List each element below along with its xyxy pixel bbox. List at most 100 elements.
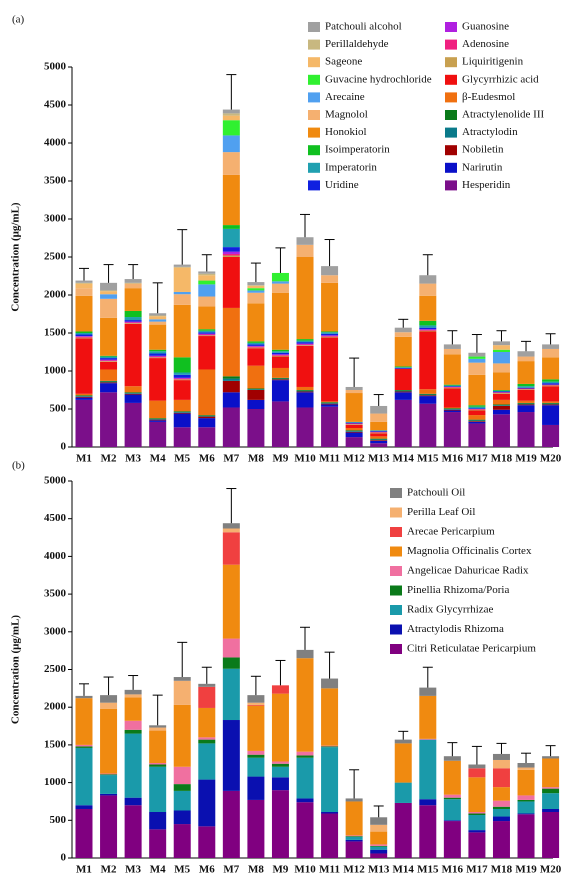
bar-segment <box>198 284 216 297</box>
bar-segment <box>124 392 142 394</box>
bar-segment <box>370 413 388 422</box>
bar-segment <box>296 237 314 245</box>
bar-segment <box>517 404 535 406</box>
bar-segment <box>173 412 191 413</box>
y-tick-label: 4000 <box>44 550 67 562</box>
bar-segment <box>296 391 314 393</box>
x-tick-label: M15 <box>417 453 439 465</box>
bar-segment <box>247 346 265 348</box>
bar-segment <box>124 320 142 322</box>
bar-segment <box>345 386 363 390</box>
bar-segment <box>271 685 289 694</box>
bar-segment <box>517 813 535 815</box>
bar-segment <box>222 720 240 791</box>
legend-label: β-Eudesmol <box>462 91 515 103</box>
bar-segment <box>492 404 510 406</box>
bar-segment <box>271 367 289 378</box>
bar-segment <box>100 291 118 295</box>
bar-segment <box>321 402 339 404</box>
y-axis-label: Concentration (μg/mL) <box>10 202 22 312</box>
bar-segment <box>443 387 461 389</box>
bar-segment <box>370 433 388 437</box>
bar-segment <box>124 733 142 798</box>
x-tick-label: M13 <box>368 864 390 876</box>
bar-segment <box>75 283 93 289</box>
x-tick-label: M8 <box>248 864 264 876</box>
bar-segment <box>75 336 93 338</box>
bar-segment <box>296 755 314 758</box>
bar-segment <box>198 416 216 419</box>
x-tick-label: M19 <box>515 453 537 465</box>
x-tick-label: M14 <box>393 453 415 465</box>
bar-segment <box>271 379 289 381</box>
bar-segment <box>321 336 339 337</box>
bar-segment <box>468 421 486 424</box>
bar-segment <box>542 812 560 858</box>
legend-swatch <box>308 22 320 32</box>
bar-segment <box>247 290 265 293</box>
legend-label: Patchouli Oil <box>407 487 465 499</box>
bar-segment <box>75 334 93 337</box>
bar-segment <box>542 403 560 405</box>
bar-segment <box>517 767 535 770</box>
bar-segment <box>492 768 510 788</box>
legend-label: Adenosine <box>462 38 509 50</box>
bar-segment <box>394 802 412 858</box>
bar-segment <box>542 793 560 809</box>
bar-segment <box>370 431 388 433</box>
bar-segment <box>517 389 535 390</box>
bar-segment <box>394 390 412 391</box>
x-tick-label: M7 <box>223 864 239 876</box>
bar-segment <box>394 336 412 367</box>
bar-segment <box>271 355 289 356</box>
bar-segment <box>492 372 510 390</box>
legend-swatch <box>445 22 457 32</box>
legend-swatch <box>390 585 402 596</box>
bar-segment <box>100 298 118 318</box>
legend-label: Liquiritigenin <box>462 56 524 68</box>
bar-segment <box>443 385 461 387</box>
bar-segment <box>173 412 191 414</box>
bar-segment <box>492 390 510 392</box>
bar-segment <box>370 430 388 432</box>
bar-segment <box>419 739 437 800</box>
bar-segment <box>296 751 314 756</box>
legend-label: Magnolia Officinalis Cortex <box>407 545 532 557</box>
legend-label: Uridine <box>325 179 359 191</box>
bar-segment <box>198 335 216 337</box>
bar-segment <box>542 357 560 380</box>
panel-label: (a) <box>12 14 25 26</box>
bar-segment <box>517 405 535 413</box>
bar-segment <box>222 528 240 533</box>
bar-segment <box>247 345 265 347</box>
bar-segment <box>419 687 437 696</box>
bar-segment <box>100 282 118 291</box>
y-tick-label: 1000 <box>44 365 67 377</box>
bar-segment <box>394 392 412 400</box>
bar-segment <box>296 344 314 346</box>
bar-segment <box>345 424 363 425</box>
bar-segment <box>296 345 314 387</box>
bar-segment <box>173 413 191 428</box>
x-tick-label: M1 <box>76 453 92 465</box>
bar-segment <box>517 814 535 858</box>
bar-segment <box>222 790 240 858</box>
bar-segment <box>149 349 167 352</box>
bar-segment <box>100 369 118 381</box>
y-tick-label: 5000 <box>44 475 67 487</box>
y-tick-label: 3000 <box>44 213 67 225</box>
bar-segment <box>345 431 363 432</box>
bar-segment <box>149 353 167 356</box>
bar-segment <box>124 321 142 323</box>
y-tick-label: 2000 <box>44 701 67 713</box>
bar-segment <box>468 777 486 813</box>
legend-label: Sageone <box>325 56 362 68</box>
bar-segment <box>394 391 412 393</box>
bar-segment <box>321 406 339 447</box>
bar-segment <box>419 329 437 331</box>
bar-segment <box>247 799 265 858</box>
bar-segment <box>321 403 339 405</box>
legend-label: Angelicae Dahuricae Radix <box>407 565 529 577</box>
bar-segment <box>394 367 412 368</box>
bar-segment <box>198 333 216 335</box>
